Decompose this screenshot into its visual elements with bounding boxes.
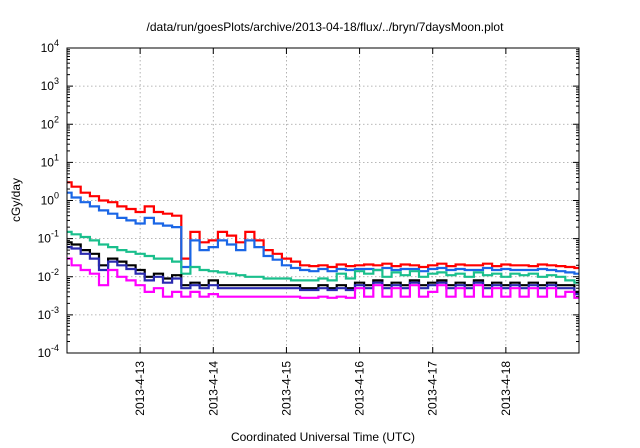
y-tick-label: 10-4 bbox=[38, 343, 59, 360]
series-line-1 bbox=[67, 181, 579, 270]
x-tick-label: 2013-4-16 bbox=[353, 361, 367, 416]
y-tick-label: 10-2 bbox=[38, 267, 59, 284]
x-axis-label: Coordinated Universal Time (UTC) bbox=[231, 430, 415, 444]
chart-title: /data/run/goesPlots/archive/2013-04-18/f… bbox=[147, 20, 505, 34]
grid-lines bbox=[67, 48, 579, 353]
y-tick-label: 104 bbox=[41, 38, 59, 55]
y-tick-label: 102 bbox=[41, 114, 59, 131]
series-line-2 bbox=[67, 191, 579, 275]
y-axis-tick-labels: 10-4 10-3 10-2 10-1 100 101 102 103 104 bbox=[38, 38, 59, 360]
axis-ticks bbox=[67, 47, 579, 354]
y-tick-label: 100 bbox=[41, 191, 59, 208]
y-tick-label: 10-1 bbox=[38, 229, 59, 246]
series-line-6 bbox=[67, 257, 579, 299]
series-line-5 bbox=[67, 246, 579, 296]
y-tick-label: 103 bbox=[41, 76, 59, 93]
x-tick-label: 2013-4-17 bbox=[426, 361, 440, 416]
y-axis-label: cGy/day bbox=[9, 178, 23, 222]
x-tick-label: 2013-4-18 bbox=[499, 361, 513, 416]
x-tick-label: 2013-4-15 bbox=[279, 361, 293, 416]
x-tick-label: 2013-4-13 bbox=[133, 361, 147, 416]
series-line-3 bbox=[67, 230, 579, 284]
y-tick-label: 10-3 bbox=[38, 305, 59, 322]
x-axis-tick-labels: 2013-4-13 2013-4-14 2013-4-15 2013-4-16 2013… bbox=[133, 361, 513, 416]
x-tick-label: 2013-4-14 bbox=[206, 361, 220, 416]
series-layer bbox=[67, 181, 579, 299]
y-tick-label: 101 bbox=[41, 152, 59, 169]
